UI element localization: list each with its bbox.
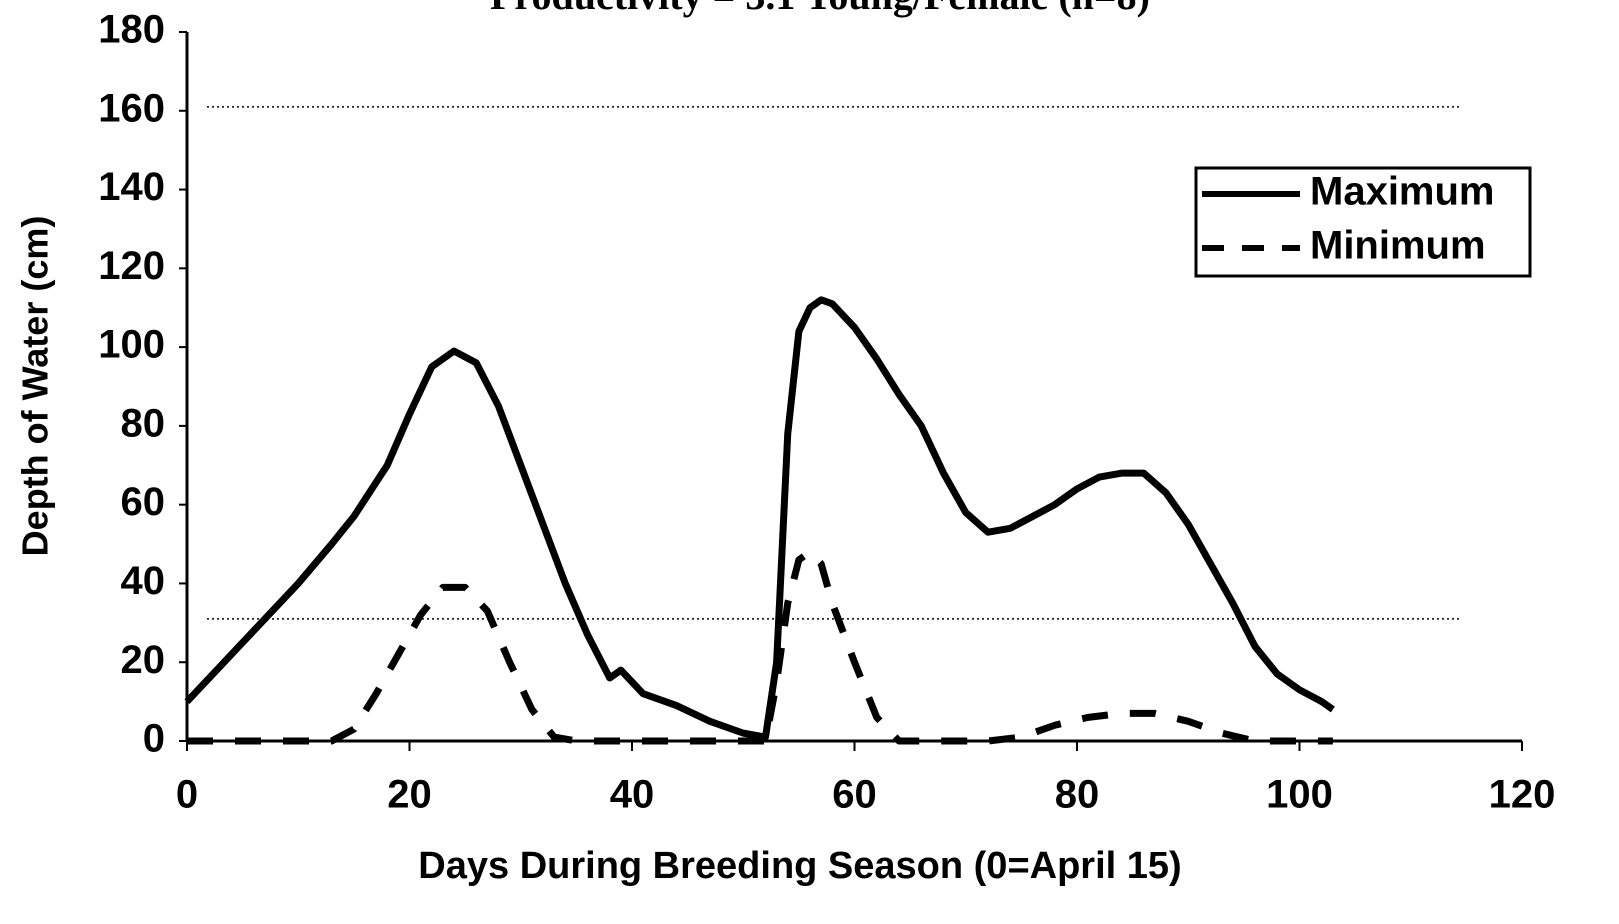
legend-label: Minimum [1310,224,1486,268]
x-axis-label: Days During Breeding Season (0=April 15) [418,845,1181,887]
line-series [187,548,1333,745]
legend-label: Maximum [1310,170,1495,214]
x-tick-label: 80 [1055,773,1100,817]
legend-box [1194,166,1532,278]
x-tick-label: 60 [832,773,877,817]
x-tick-label: 100 [1266,773,1333,817]
x-tick-label: 40 [610,773,655,817]
y-tick-label: 140 [98,165,165,209]
x-tick-label: 120 [1489,773,1556,817]
y-tick-label: 120 [98,244,165,288]
x-tick-label: 20 [387,773,432,817]
y-tick-label: 40 [121,559,166,603]
chart-title: Productivity = 3.1 Young/Female (n=8) [490,0,1150,18]
y-tick-label: 0 [143,717,165,761]
y-tick-label: 180 [98,8,165,52]
y-tick-label: 60 [121,480,166,524]
x-tick-label: 0 [176,773,198,817]
line-series [184,296,1335,741]
y-tick-label: 80 [121,401,166,445]
y-tick-label: 160 [98,86,165,130]
y-tick-label: 20 [121,638,166,682]
y-axis-label: Depth of Water (cm) [15,216,56,557]
y-tick-label: 100 [98,323,165,367]
